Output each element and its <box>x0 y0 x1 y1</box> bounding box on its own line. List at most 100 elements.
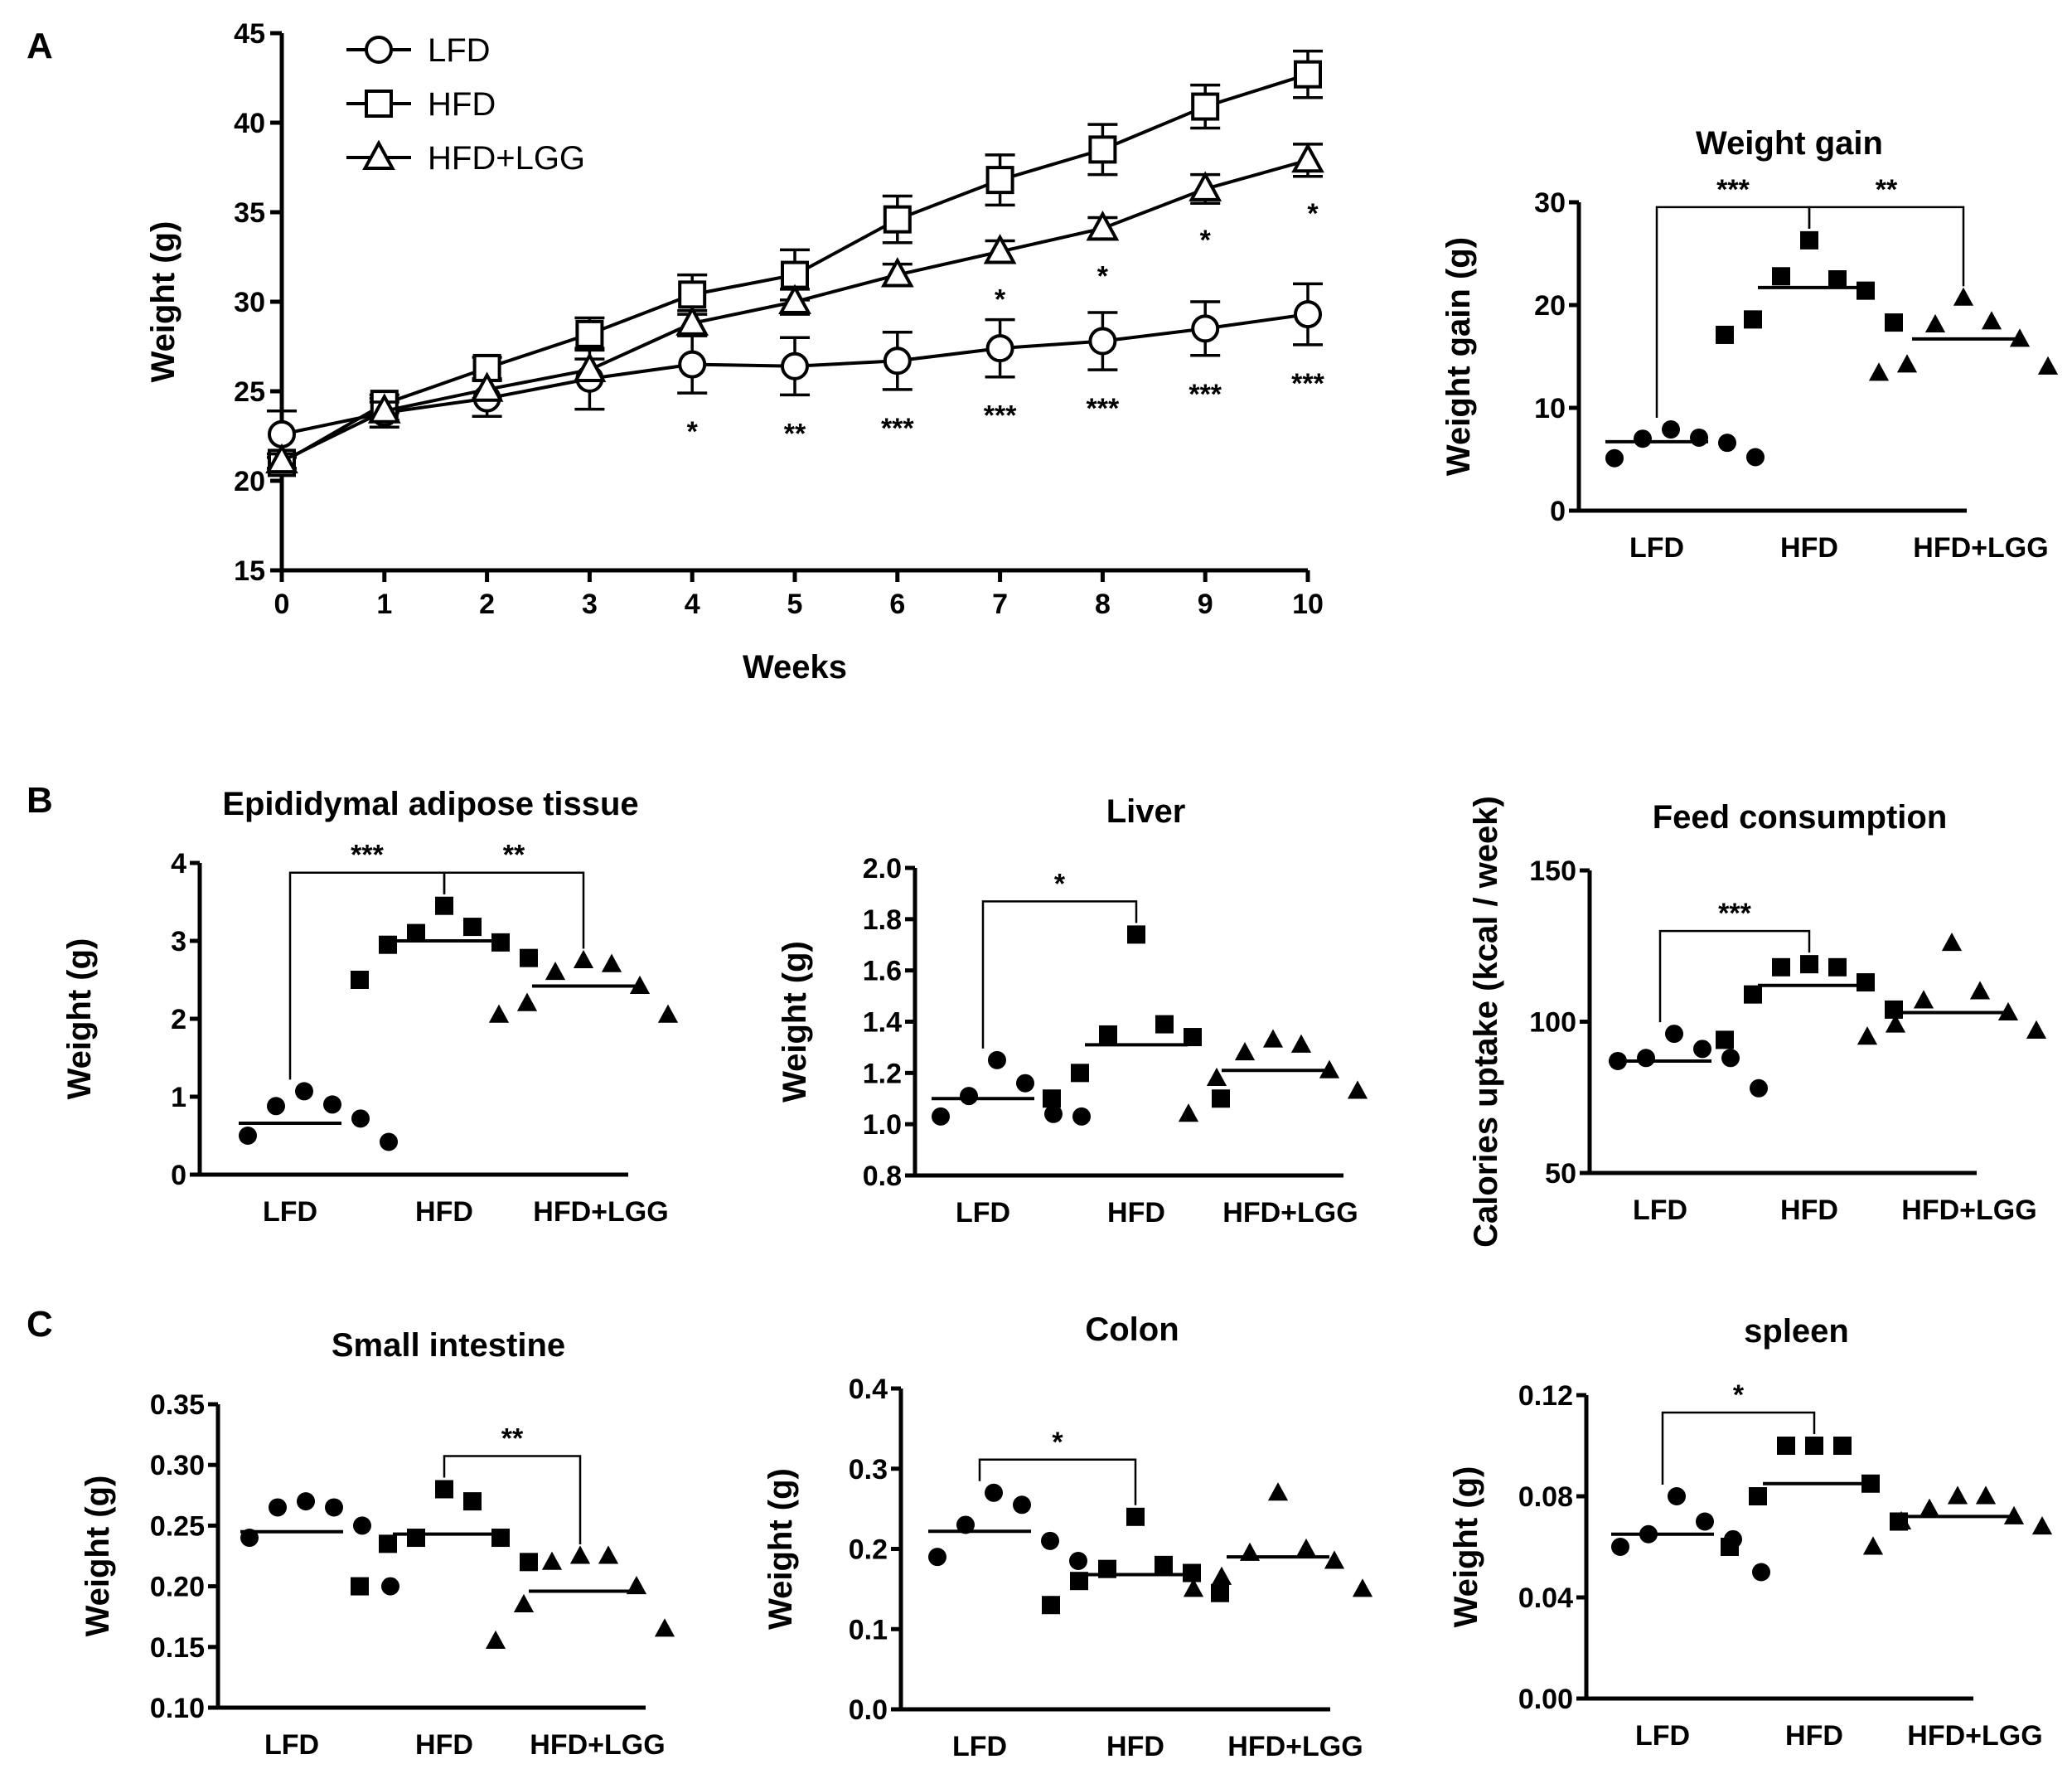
data-point <box>1947 1485 1968 1505</box>
y-tick-label: 0.25 <box>150 1510 205 1542</box>
x-axis-label: Weeks <box>743 649 847 686</box>
data-point <box>1833 1437 1852 1455</box>
data-point <box>1637 1049 1655 1068</box>
data-point <box>323 1095 341 1114</box>
data-point <box>985 334 1014 363</box>
data-point <box>601 953 622 972</box>
y-axis-label: Weight (g) <box>145 221 182 383</box>
data-point <box>379 1534 397 1553</box>
data-point <box>988 1050 1006 1069</box>
chart-c-si: 0.10 0.15 0.20 0.25 0.30 0.35 LFD HFD HFD+LGG Sma… <box>80 1327 675 1761</box>
data-point <box>1072 1107 1091 1126</box>
significance-lfd: *** <box>881 413 914 444</box>
significance-bracket: *** <box>1658 898 1811 1023</box>
data-point <box>1772 957 1790 977</box>
significance-bracket: ** <box>443 1422 582 1544</box>
data-point <box>1885 313 1903 332</box>
group-lfd <box>1611 1487 1770 1582</box>
data-point <box>1291 142 1324 173</box>
x-tick-label: 8 <box>1095 589 1111 620</box>
data-point <box>932 1107 950 1126</box>
category-label: HFD <box>415 1196 473 1228</box>
legend-label: HFD+LGG <box>428 140 585 177</box>
data-point <box>1752 1563 1770 1582</box>
data-point <box>1088 327 1117 356</box>
y-tick-label: 0.15 <box>150 1632 205 1664</box>
data-point <box>575 319 604 348</box>
data-point <box>1862 1536 1884 1555</box>
data-point <box>488 1004 510 1023</box>
data-point <box>1016 1074 1034 1093</box>
data-point <box>1828 270 1847 288</box>
legend-marker <box>365 90 393 118</box>
data-point <box>1127 925 1145 944</box>
data-point <box>435 1480 453 1499</box>
y-axis-label: Weight (g) <box>777 941 813 1103</box>
y-axis-label: Weight (g) <box>61 938 98 1100</box>
y-tick-label: 20 <box>234 466 265 497</box>
significance-lfd: *** <box>984 400 1017 432</box>
legend-marker <box>365 36 393 64</box>
data-point <box>1295 1538 1317 1557</box>
data-point <box>1191 92 1220 121</box>
data-point <box>1744 310 1762 329</box>
data-point <box>2037 356 2059 375</box>
chart-b-feed: 50 100 150 LFD HFD HFD+LGG Feed consumption Cal… <box>1468 796 2047 1248</box>
data-point <box>928 1548 946 1567</box>
data-point <box>491 1529 510 1548</box>
data-point <box>1191 314 1220 343</box>
y-axis-label: Weight (g) <box>762 1468 799 1630</box>
data-point <box>1294 60 1322 89</box>
data-point <box>1234 1041 1256 1061</box>
bracket-line <box>443 1455 582 1544</box>
category-label: HFD <box>1780 532 1838 564</box>
data-point <box>1212 1089 1230 1108</box>
data-point <box>1290 1034 1312 1053</box>
x-tick-label: 7 <box>992 589 1008 620</box>
x-tick-label: 10 <box>1292 589 1324 620</box>
data-point <box>1721 1538 1739 1556</box>
data-point <box>983 234 1017 264</box>
significance-bracket: *** <box>1655 174 1811 419</box>
y-tick-label: 0.10 <box>150 1693 205 1724</box>
group-hfd-lgg <box>1868 287 2059 381</box>
data-point <box>463 1492 482 1511</box>
data-point <box>1800 230 1818 250</box>
group-hfd <box>351 1480 538 1596</box>
data-point <box>675 305 709 336</box>
data-point <box>1324 1550 1345 1569</box>
data-point <box>985 166 1014 195</box>
bracket-label: *** <box>351 840 384 871</box>
significance-lfd: *** <box>1087 393 1120 424</box>
x-tick-label: 6 <box>889 589 905 620</box>
data-point <box>1211 1566 1232 1585</box>
data-point <box>1662 420 1680 439</box>
y-tick-label: 20 <box>1534 290 1566 322</box>
data-point <box>598 1545 619 1564</box>
category-label: LFD <box>1635 1720 1690 1752</box>
y-tick-label: 0.35 <box>150 1389 205 1421</box>
data-point <box>265 443 298 474</box>
series-hfd-lgg <box>265 142 1324 474</box>
x-tick-label: 2 <box>479 589 495 620</box>
legend-label: HFD <box>428 86 496 123</box>
y-axis-label: Weight gain (g) <box>1440 237 1477 476</box>
data-point <box>381 1577 399 1596</box>
data-point <box>1319 1059 1340 1078</box>
data-point <box>407 923 425 943</box>
y-tick-label: 2 <box>171 1004 186 1035</box>
data-point <box>883 347 912 376</box>
group-hfd <box>1716 955 1903 1049</box>
x-tick-label: 1 <box>376 589 392 620</box>
data-point <box>1696 1512 1714 1531</box>
significance-lgg: * <box>1097 260 1109 292</box>
data-point <box>1042 1596 1060 1615</box>
significance-lgg: * <box>995 284 1006 315</box>
y-tick-label: 0.20 <box>150 1572 205 1603</box>
bracket-label: ** <box>501 1422 524 1454</box>
bracket-line <box>978 1458 1137 1505</box>
bracket-label: *** <box>1718 898 1751 929</box>
category-label: HFD+LGG <box>1913 532 2048 564</box>
data-point <box>1155 1015 1174 1034</box>
data-point <box>513 1593 535 1613</box>
